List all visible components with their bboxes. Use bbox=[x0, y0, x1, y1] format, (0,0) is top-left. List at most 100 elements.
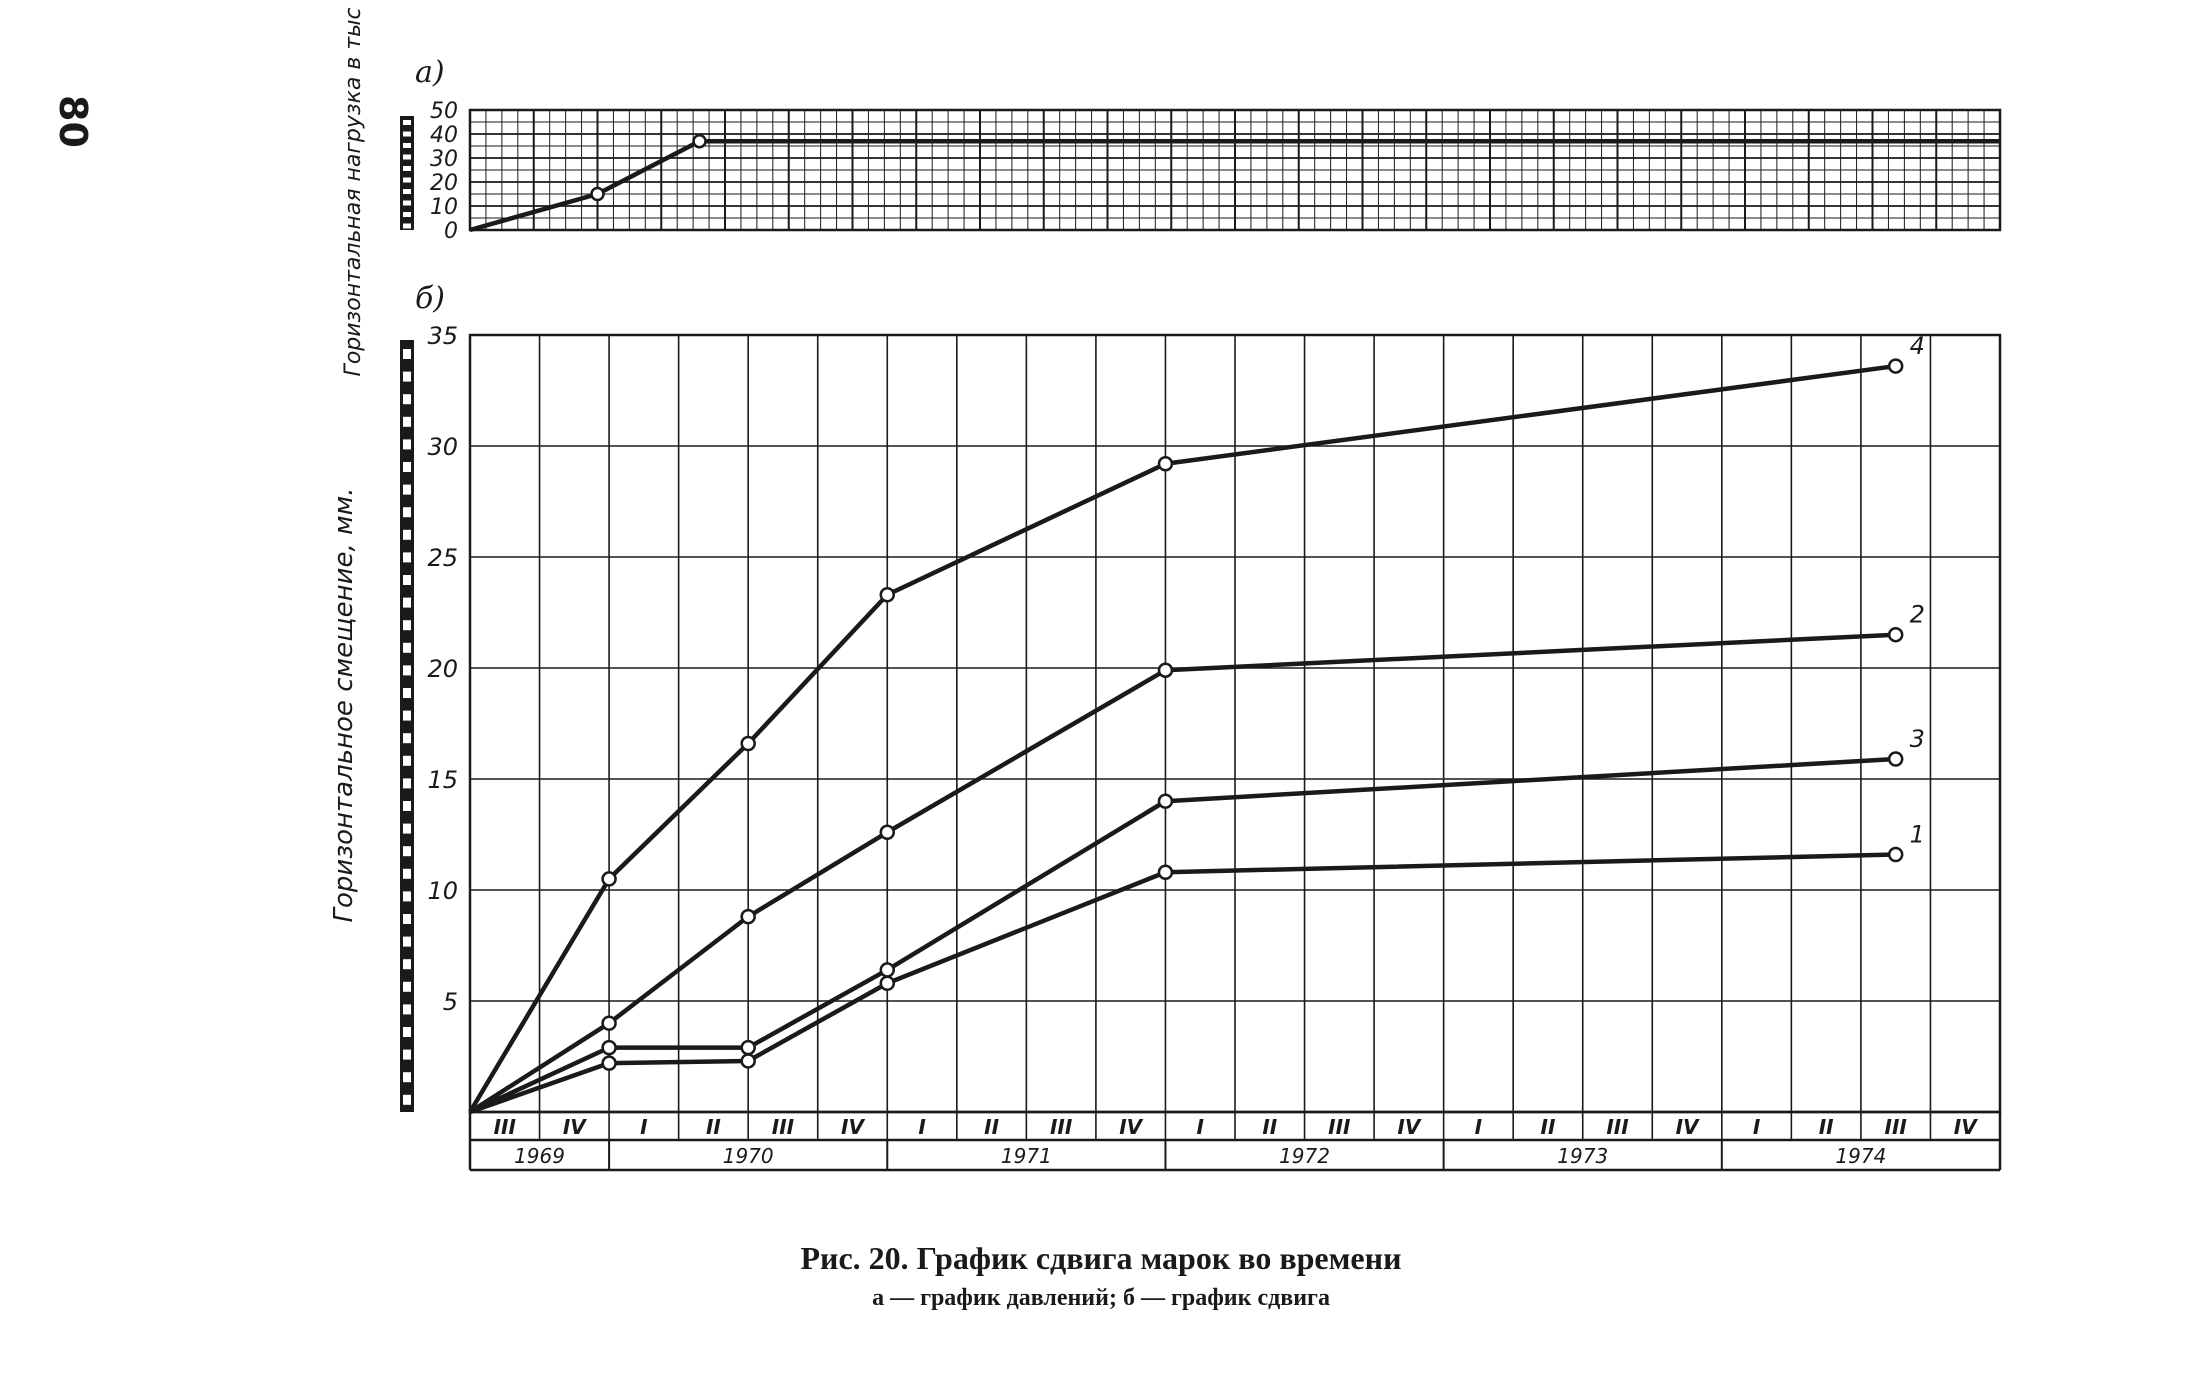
scale-bar-tick bbox=[403, 575, 411, 585]
scale-bar-tick bbox=[403, 131, 411, 137]
scale-bar-tick bbox=[403, 755, 411, 766]
data-point bbox=[601, 1039, 617, 1056]
quarter-tick-label: I bbox=[1753, 1115, 1761, 1139]
y-tick-label: 40 bbox=[430, 123, 458, 148]
y-axis-label: Горизонтальное смещение, мм. bbox=[329, 487, 359, 922]
panel-label: а) bbox=[415, 55, 445, 90]
quarter-tick-label: IV bbox=[1676, 1115, 1700, 1139]
quarter-tick-label: I bbox=[1475, 1115, 1483, 1139]
data-point bbox=[740, 908, 756, 925]
scale-bar-tick bbox=[403, 981, 411, 992]
y-tick-label: 15 bbox=[427, 766, 458, 794]
quarter-tick-label: IV bbox=[1954, 1115, 1978, 1139]
quarter-tick-label: IV bbox=[563, 1115, 587, 1139]
y-tick-label: 0 bbox=[444, 219, 458, 244]
data-point bbox=[1887, 846, 1904, 863]
quarter-tick-label: III bbox=[1328, 1115, 1351, 1139]
y-tick-label: 10 bbox=[430, 195, 458, 220]
quarter-tick-label: IV bbox=[841, 1115, 865, 1139]
scale-bar-tick bbox=[403, 552, 411, 563]
scale-bar-tick bbox=[403, 936, 411, 947]
quarter-tick-label: II bbox=[1262, 1115, 1277, 1139]
scale-bar-tick bbox=[403, 1094, 411, 1105]
quarter-tick-label: IV bbox=[1397, 1115, 1421, 1139]
y-tick-label: 30 bbox=[427, 433, 458, 461]
quarter-tick-label: II bbox=[1819, 1115, 1834, 1139]
scale-bar-tick bbox=[403, 959, 411, 970]
scale-bar-tick bbox=[403, 200, 411, 206]
scale-bar-tick bbox=[403, 223, 411, 229]
scale-bar-tick bbox=[403, 416, 411, 427]
y-tick-label: 20 bbox=[427, 655, 458, 683]
y-tick-label: 50 bbox=[430, 99, 458, 124]
scale-bar bbox=[400, 340, 414, 1112]
scale-bar-tick bbox=[403, 710, 411, 721]
data-point bbox=[1157, 793, 1174, 809]
series-label: 2 bbox=[1910, 601, 1925, 629]
y-tick-label: 5 bbox=[443, 988, 458, 1016]
data-point bbox=[879, 962, 896, 978]
pressure-point bbox=[692, 133, 707, 149]
series-label: 1 bbox=[1910, 820, 1925, 848]
scale-bar-tick bbox=[403, 439, 411, 450]
data-point bbox=[601, 871, 617, 887]
scale-bar-tick bbox=[403, 529, 411, 540]
quarter-tick-label: I bbox=[1197, 1115, 1205, 1139]
series-line bbox=[468, 363, 1896, 1114]
quarter-tick-label: II bbox=[706, 1115, 721, 1139]
data-point bbox=[740, 735, 756, 752]
data-point bbox=[879, 586, 896, 603]
scale-bar-tick bbox=[403, 891, 411, 902]
series-2: 2 bbox=[468, 601, 1925, 1114]
scale-bar-tick bbox=[403, 462, 411, 472]
year-tick-label: 1973 bbox=[1557, 1144, 1608, 1168]
pressure-point bbox=[590, 186, 605, 202]
series-line bbox=[469, 852, 1896, 1115]
scale-bar-tick bbox=[403, 688, 411, 698]
quarter-tick-label: II bbox=[1541, 1115, 1556, 1139]
scale-bar-tick bbox=[403, 349, 411, 359]
scale-bar-tick bbox=[403, 1049, 411, 1060]
quarter-tick-label: I bbox=[640, 1115, 648, 1139]
scale-bar-tick bbox=[403, 394, 411, 405]
scale-bar-tick bbox=[403, 154, 411, 160]
scale-bar-tick bbox=[403, 846, 411, 857]
quarter-tick-label: II bbox=[984, 1115, 999, 1139]
scale-bar-tick bbox=[403, 177, 411, 183]
series-label: 3 bbox=[1910, 725, 1925, 753]
quarter-tick-label: III bbox=[1606, 1115, 1629, 1139]
year-tick-label: 1969 bbox=[514, 1144, 565, 1168]
scale-bar-tick bbox=[403, 801, 411, 811]
quarter-tick-label: III bbox=[1050, 1115, 1073, 1139]
scale-bar-tick bbox=[403, 620, 411, 631]
scale-bar-tick bbox=[403, 778, 411, 789]
scale-bar-tick bbox=[403, 143, 411, 148]
data-point bbox=[740, 1053, 756, 1069]
figure-caption-title: Рис. 20. График сдвига марок во времени bbox=[800, 1240, 1402, 1276]
scale-bar-tick bbox=[403, 1072, 411, 1083]
series-line bbox=[469, 756, 1896, 1115]
year-tick-label: 1972 bbox=[1279, 1144, 1330, 1168]
data-point bbox=[740, 1039, 756, 1056]
quarter-tick-label: III bbox=[772, 1115, 795, 1139]
scale-bar-tick bbox=[403, 597, 411, 608]
scale-bar-tick bbox=[403, 733, 411, 744]
scale-bar-tick bbox=[403, 189, 411, 194]
scale-bar-tick bbox=[403, 371, 411, 382]
series-line bbox=[468, 632, 1896, 1114]
scale-bar-tick bbox=[403, 484, 411, 495]
plot-frame bbox=[468, 108, 2002, 232]
data-point bbox=[601, 1015, 617, 1031]
pressure-line bbox=[469, 138, 2000, 233]
scale-bar-tick bbox=[403, 665, 411, 676]
scale-bar-tick bbox=[403, 868, 411, 879]
y-tick-label: 35 bbox=[427, 322, 458, 350]
panel-label: б) bbox=[415, 281, 445, 316]
data-point bbox=[1887, 626, 1904, 643]
shift-chart: 5 10 15 20 25 30 35 Горизонтальное смещение, мм… bbox=[329, 281, 2002, 1172]
scale-bar-tick bbox=[403, 166, 411, 171]
scale-bar-tick bbox=[403, 914, 411, 924]
series-4: 4 bbox=[468, 332, 1925, 1114]
